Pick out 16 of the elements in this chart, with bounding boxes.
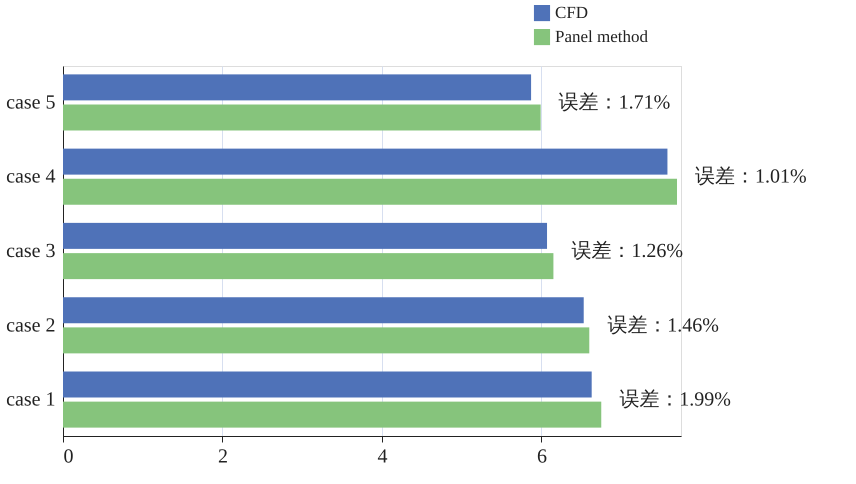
text: 误差：1.01% (695, 166, 807, 188)
x-tick-label: 6 (536, 446, 547, 468)
x-tick-label: 0 (64, 446, 74, 468)
annotation: 误差：1.46% (607, 314, 719, 336)
x-tick-label: 4 (377, 446, 388, 468)
y-tick-label: case 1 (6, 388, 56, 411)
annotation: 误差：1.26% (571, 240, 684, 262)
legend-label: Panel method (555, 27, 649, 46)
annotation: 误差：1.71% (558, 91, 670, 114)
annotation: 误差：1.99% (619, 388, 731, 411)
legend-label: CFD (555, 3, 588, 22)
y-tick-label: case 5 (6, 91, 56, 114)
y-tick-label: case 3 (6, 240, 56, 262)
y-tick-label: case 4 (6, 166, 56, 188)
y-tick-label: case 2 (6, 314, 56, 336)
x-tick-label: 2 (218, 446, 228, 468)
